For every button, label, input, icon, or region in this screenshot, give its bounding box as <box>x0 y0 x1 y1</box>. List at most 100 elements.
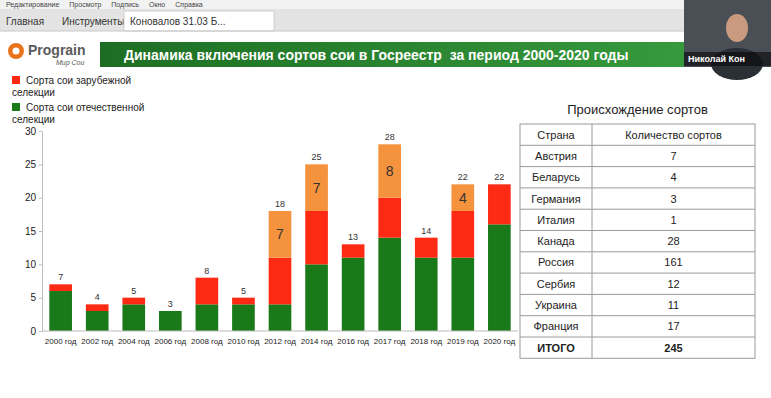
x-tick: 2018 год <box>410 331 442 346</box>
menu-item[interactable]: Редактирование <box>6 1 59 9</box>
table-row-line <box>520 230 755 231</box>
table-row-line <box>520 337 755 338</box>
total-label: 5 <box>241 286 246 296</box>
bars <box>49 144 510 331</box>
x-tick: 2019 год <box>447 331 479 346</box>
menu-item[interactable]: Подпись <box>111 1 139 9</box>
x-tick-label: 2018 год <box>410 337 442 346</box>
y-tick-label: 15 <box>25 226 37 237</box>
x-tick: 2010 год <box>228 331 260 346</box>
tab[interactable]: Инструменты <box>62 16 124 27</box>
y-tick-mark <box>39 298 42 299</box>
bar-segment <box>232 298 255 305</box>
bar-segment <box>415 258 438 331</box>
table-cell: Франция <box>533 320 578 332</box>
x-tick: 2000 год <box>45 331 77 346</box>
menu-item[interactable]: Окно <box>149 1 165 8</box>
tab-active[interactable] <box>124 11 274 31</box>
total-label: 18 <box>275 199 285 209</box>
x-tick-label: 2019 год <box>447 337 479 346</box>
logo-name: Prograin <box>28 42 86 58</box>
legend-line: селекции <box>12 87 55 98</box>
tab[interactable]: Главная <box>6 16 44 27</box>
table: Происхождение сортовСтранаКоличество сор… <box>520 102 755 358</box>
x-tick: 2012 год <box>264 331 296 346</box>
bar-segment <box>488 184 511 224</box>
participant-name: Николай Кон <box>688 54 745 64</box>
bar-segment <box>378 144 401 197</box>
table-row-line <box>520 187 755 188</box>
y-tick-mark <box>39 264 42 265</box>
bar-segment <box>159 311 182 312</box>
bar-segment <box>451 211 474 258</box>
total-label: 4 <box>95 292 100 302</box>
total-label: 8 <box>204 266 209 276</box>
total-label: 25 <box>312 152 322 162</box>
bar-segment <box>49 284 72 291</box>
chart-title: Динамика включения сортов сои в Госреест… <box>124 47 628 63</box>
bar-segment <box>269 211 292 258</box>
x-tick: 2006 год <box>154 331 186 346</box>
page: Редактирование Просмотр Подпись Окно Справка… <box>0 0 771 398</box>
x-tick-label: 2014 год <box>301 337 333 346</box>
bar-segment <box>305 264 328 331</box>
video-label-bg <box>684 52 771 66</box>
table-cell: 245 <box>664 342 682 354</box>
bar-segment <box>269 304 292 331</box>
x-tick: 2016 год <box>337 331 369 346</box>
data-label: 7 <box>313 180 321 196</box>
y-axis: 051015202530 <box>25 126 43 337</box>
x-axis-line <box>42 331 518 332</box>
bar-segment <box>232 304 255 331</box>
x-tick-label: 2004 год <box>118 337 150 346</box>
bar-segment <box>269 258 292 305</box>
bar-segment <box>122 304 145 331</box>
x-tick-label: 2002 год <box>81 337 113 346</box>
table-row-line <box>520 145 755 146</box>
legend-label: Сорта сои зарубежнойселекции <box>12 75 131 98</box>
x-tick-label: 2017 год <box>374 337 406 346</box>
bar-segment <box>86 311 109 331</box>
y-tick-mark <box>39 231 42 232</box>
total-label: 13 <box>348 232 358 242</box>
table-cell: 11 <box>668 299 679 311</box>
table-cell: Германия <box>531 193 580 205</box>
data-label: 8 <box>386 163 394 179</box>
bar-segment <box>196 278 219 305</box>
table-cell: Украина <box>535 299 578 311</box>
y-tick: 15 <box>25 226 42 237</box>
table-row-line <box>520 273 755 274</box>
table-cell: Страна <box>537 129 575 141</box>
y-tick-mark <box>39 331 42 332</box>
menu-item[interactable]: Справка <box>175 1 203 9</box>
bar-segment <box>342 244 365 257</box>
menu-item[interactable]: Просмотр <box>69 1 101 9</box>
data-label: 4 <box>459 190 467 206</box>
y-tick: 20 <box>25 192 42 203</box>
total-label: 14 <box>421 226 431 236</box>
y-tick-mark <box>39 131 42 132</box>
bar-segment <box>305 164 328 211</box>
bar-segment <box>415 238 438 258</box>
x-tick-label: 2000 год <box>45 337 77 346</box>
x-tick: 2008 год <box>191 331 223 346</box>
y-tick: 30 <box>25 126 42 137</box>
legend-line: селекции <box>12 114 55 125</box>
bar-segment <box>159 311 182 331</box>
table-row-line <box>520 209 755 210</box>
total-label: 22 <box>494 172 504 182</box>
x-tick: 2017 год <box>374 331 406 346</box>
y-tick-label: 20 <box>25 192 37 203</box>
y-tick-mark <box>39 198 42 199</box>
legend-line: Сорта сои зарубежной <box>26 75 131 86</box>
x-tick: 2002 год <box>81 331 113 346</box>
table-row-line <box>520 251 755 252</box>
x-tick: 2014 год <box>301 331 333 346</box>
total-label: 22 <box>458 172 468 182</box>
legend-line: Сорта сои отечественной <box>26 102 144 113</box>
table-row-line <box>520 315 755 316</box>
y-tick-label: 10 <box>25 259 37 270</box>
table-cell: 161 <box>664 256 682 268</box>
tab[interactable]: Коновалов 31.03 Б... <box>130 16 226 27</box>
y-tick: 10 <box>25 259 42 270</box>
